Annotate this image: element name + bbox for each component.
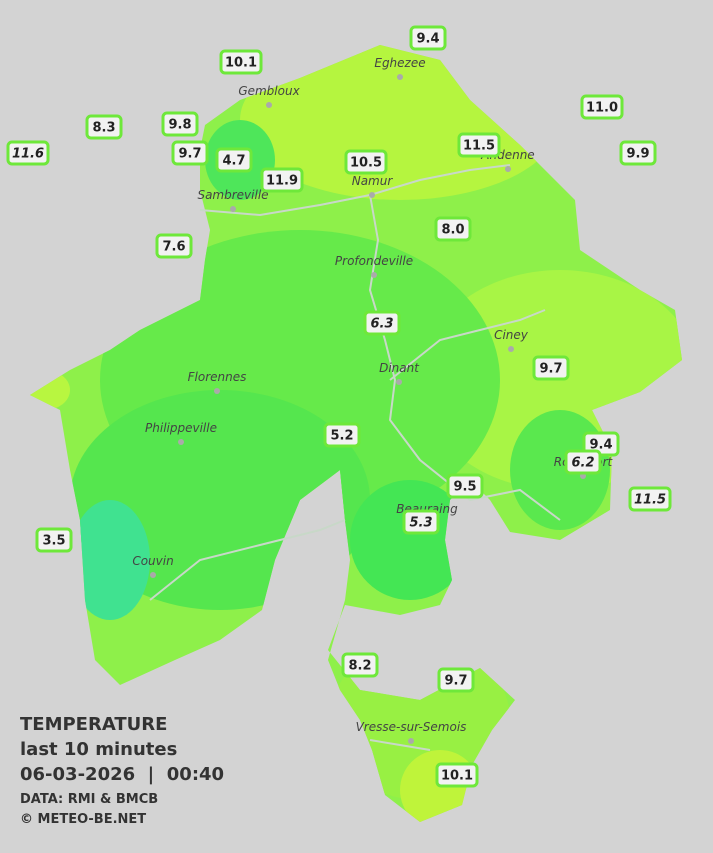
station-reading: 9.7: [178, 147, 201, 162]
legend-title: TEMPERATURE: [20, 714, 167, 735]
town-label: Ciney: [494, 328, 529, 342]
station-reading: 11.0: [586, 101, 618, 116]
station-box: [532, 355, 570, 381]
towns: EghezeeGemblouxAndenneNamurSambrevillePr…: [132, 56, 614, 744]
station-reading: 11.6: [12, 147, 44, 162]
station-reading: 9.4: [589, 438, 612, 453]
station-box: [409, 25, 447, 51]
station-box: [628, 486, 672, 512]
town-dot: [230, 206, 236, 212]
station-box: [35, 527, 73, 553]
station-box: [437, 667, 475, 693]
town-label: Sambreville: [197, 188, 268, 202]
station-box: [6, 140, 50, 166]
town-dot: [369, 192, 375, 198]
station-box: [171, 140, 209, 166]
station-box: [580, 94, 624, 120]
station-reading: 11.9: [266, 174, 298, 189]
station-reading: 11.5: [634, 493, 666, 508]
town-label: Couvin: [132, 554, 173, 568]
station-box: [341, 652, 379, 678]
town-label: Florennes: [188, 370, 247, 384]
station-box: [435, 762, 479, 788]
station-box: [85, 114, 123, 140]
station-box: [219, 49, 263, 75]
town-dot: [266, 102, 272, 108]
station-box: [215, 147, 253, 173]
station-reading: 5.3: [409, 516, 432, 531]
station-reading: 10.1: [441, 769, 473, 784]
town-dot: [150, 572, 156, 578]
legend-period: last 10 minutes: [20, 739, 177, 760]
station-reading: 4.7: [222, 154, 245, 169]
station-reading: 9.8: [168, 118, 191, 133]
town-label: Gembloux: [238, 84, 300, 98]
station-reading: 6.2: [571, 456, 594, 471]
station-box: [161, 111, 199, 137]
town-dot: [396, 379, 402, 385]
town-label: Dinant: [379, 361, 420, 375]
town-dot: [214, 388, 220, 394]
station-reading: 8.0: [441, 223, 464, 238]
station-box: [363, 310, 401, 336]
town-label: Vresse-sur-Semois: [356, 720, 467, 734]
station-reading: 11.5: [463, 139, 495, 154]
station-reading: 10.1: [225, 56, 257, 71]
town-dot: [371, 272, 377, 278]
stations: 10.1 9.4 11.0 8.3 9.8 11.6 9.7 4.7 11.9 10.5 11.5 9…: [6, 25, 672, 788]
town-dot: [178, 439, 184, 445]
station-box: [155, 233, 193, 259]
legend-source: DATA: RMI & BMCB: [20, 792, 158, 807]
town-dot: [508, 346, 514, 352]
station-box: [260, 167, 304, 193]
station-box: [323, 422, 361, 448]
station-reading: 9.7: [444, 674, 467, 689]
town-label: Profondeville: [335, 254, 413, 268]
station-box: [434, 216, 472, 242]
station-reading: 6.3: [370, 317, 393, 332]
station-reading: 8.3: [92, 121, 115, 136]
legend: TEMPERATURE last 10 minutes 06-03-2026 |…: [20, 714, 224, 827]
station-box: [619, 140, 657, 166]
station-reading: 8.2: [348, 659, 371, 674]
station-reading: 9.4: [416, 32, 439, 47]
town-dot: [408, 738, 414, 744]
station-reading: 3.5: [42, 534, 65, 549]
station-box: [564, 449, 602, 475]
station-reading: 9.9: [626, 147, 649, 162]
station-reading: 9.5: [453, 480, 476, 495]
station-box: [402, 509, 440, 535]
town-dot: [505, 166, 511, 172]
station-box: [446, 473, 484, 499]
station-reading: 9.7: [539, 362, 562, 377]
station-reading: 5.2: [330, 429, 353, 444]
station-reading: 7.6: [162, 240, 185, 255]
town-label: Philippeville: [145, 421, 217, 435]
town-dot: [397, 74, 403, 80]
town-label: Eghezee: [374, 56, 425, 70]
station-box: [457, 132, 501, 158]
town-label: Namur: [352, 174, 394, 188]
legend-datetime: 06-03-2026 | 00:40: [20, 764, 224, 785]
station-box: [344, 149, 388, 175]
legend-copyright: © METEO-BE.NET: [20, 812, 146, 827]
station-reading: 10.5: [350, 156, 382, 171]
